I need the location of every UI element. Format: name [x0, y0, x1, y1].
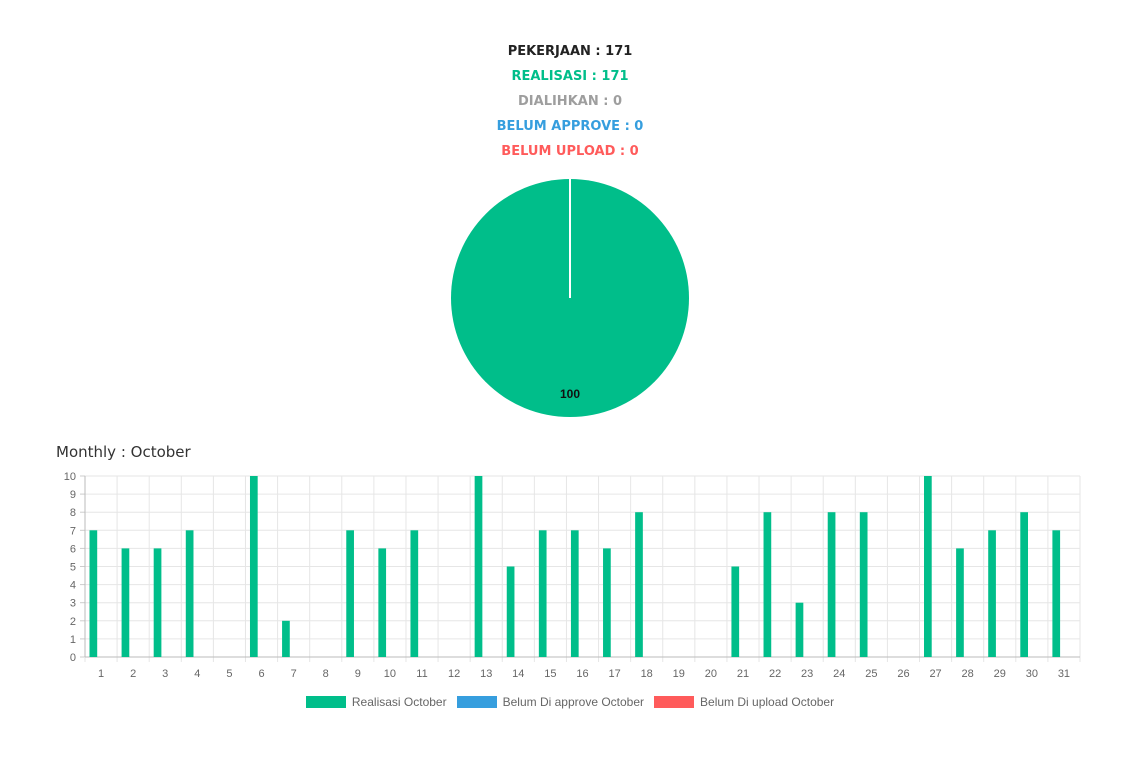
x-tick-label: 16 [576, 668, 588, 680]
bar-realisasi-october-6[interactable] [249, 476, 258, 657]
x-tick-label: 5 [226, 668, 232, 680]
x-tick-label: 31 [1058, 668, 1070, 680]
x-tick-label: 22 [769, 668, 781, 680]
total-jobs-label: PEKERJAAN : 171 [507, 44, 633, 59]
y-tick-label: 9 [70, 489, 76, 501]
x-tick-label: 9 [355, 668, 361, 680]
bar-realisasi-october-17[interactable] [603, 548, 611, 657]
bar-realisasi-october-15[interactable] [538, 530, 547, 657]
y-tick-label: 8 [70, 507, 76, 519]
x-tick-label: 12 [448, 668, 460, 680]
y-tick-label: 2 [70, 616, 76, 628]
bar-realisasi-october-22[interactable] [763, 512, 772, 657]
y-tick-label: 7 [70, 525, 76, 537]
x-tick-label: 10 [384, 668, 396, 680]
legend-swatch-belum-approve [456, 696, 497, 708]
monthly-chart-title: Monthly : October [56, 443, 191, 461]
x-tick-label: 20 [705, 668, 717, 680]
bar-realisasi-october-21[interactable] [731, 566, 740, 658]
x-tick-label: 25 [865, 668, 877, 680]
bar-realisasi-october-1[interactable] [89, 530, 98, 657]
pie-chart: 100 [451, 179, 689, 417]
x-tick-label: 1 [98, 668, 104, 680]
bar-realisasi-october-13[interactable] [474, 476, 483, 657]
chart-legend: Realisasi October Belum Di approve Octob… [0, 695, 1140, 709]
legend-label-belum-approve: Belum Di approve October [502, 695, 645, 709]
y-tick-label: 10 [64, 471, 76, 483]
bar-realisasi-october-18[interactable] [635, 512, 643, 657]
y-tick-label: 3 [70, 598, 76, 610]
bar-realisasi-october-16[interactable] [570, 530, 579, 657]
x-tick-label: 13 [480, 668, 492, 680]
bar-realisasi-october-3[interactable] [153, 548, 162, 657]
x-tick-label: 7 [291, 668, 297, 680]
x-tick-label: 11 [416, 668, 427, 680]
x-tick-label: 6 [258, 668, 264, 680]
y-tick-label: 1 [70, 634, 76, 646]
bar-realisasi-october-28[interactable] [956, 548, 964, 657]
bar-realisasi-october-14[interactable] [506, 566, 515, 658]
bar-realisasi-october-31[interactable] [1052, 530, 1061, 657]
x-tick-label: 2 [130, 668, 136, 680]
legend-label-realisasi: Realisasi October [351, 695, 447, 709]
x-tick-label: 26 [897, 668, 909, 680]
legend-item-belum-approve[interactable]: Belum Di approve October [456, 695, 645, 709]
bar-realisasi-october-2[interactable] [121, 548, 130, 657]
bar-realisasi-october-4[interactable] [185, 530, 194, 657]
x-tick-label: 24 [833, 668, 845, 680]
x-tick-label: 14 [512, 668, 524, 680]
bar-realisasi-october-27[interactable] [924, 476, 932, 657]
x-tick-label: 28 [962, 668, 974, 680]
belum-upload-label: BELUM UPLOAD : 0 [501, 144, 639, 159]
legend-item-belum-upload[interactable]: Belum Di upload October [654, 695, 834, 709]
x-tick-label: 15 [544, 668, 556, 680]
x-tick-label: 23 [801, 668, 813, 680]
bar-realisasi-october-30[interactable] [1020, 512, 1029, 657]
legend-item-realisasi[interactable]: Realisasi October [305, 695, 447, 709]
belum-approve-label: BELUM APPROVE : 0 [496, 119, 644, 134]
bar-realisasi-october-23[interactable] [795, 602, 804, 657]
x-tick-label: 4 [194, 668, 200, 680]
legend-swatch-realisasi [305, 696, 346, 708]
x-tick-label: 21 [737, 668, 749, 680]
x-tick-label: 30 [1026, 668, 1038, 680]
x-tick-label: 17 [608, 668, 620, 680]
x-tick-label: 29 [994, 668, 1006, 680]
bar-realisasi-october-24[interactable] [827, 512, 836, 657]
x-tick-label: 18 [641, 668, 653, 680]
pie-data-label: 100 [560, 387, 580, 401]
legend-swatch-belum-upload [654, 696, 695, 708]
x-tick-label: 8 [323, 668, 329, 680]
realisasi-label: REALISASI : 171 [511, 69, 629, 84]
legend-label-belum-upload: Belum Di upload October [700, 695, 835, 709]
bar-realisasi-october-25[interactable] [859, 512, 868, 657]
bar-realisasi-october-29[interactable] [988, 530, 996, 657]
bar-realisasi-october-11[interactable] [410, 530, 419, 657]
y-tick-label: 0 [70, 652, 76, 664]
dialihkan-label: DIALIHKAN : 0 [518, 94, 622, 109]
x-tick-label: 19 [673, 668, 685, 680]
x-tick-label: 27 [929, 668, 941, 680]
bar-realisasi-october-7[interactable] [282, 620, 290, 657]
y-tick-label: 4 [70, 580, 76, 592]
bar-realisasi-october-10[interactable] [378, 548, 387, 657]
y-tick-label: 6 [70, 543, 76, 555]
x-tick-label: 3 [162, 668, 168, 680]
y-tick-label: 5 [70, 562, 76, 574]
bar-realisasi-october-9[interactable] [346, 530, 354, 657]
